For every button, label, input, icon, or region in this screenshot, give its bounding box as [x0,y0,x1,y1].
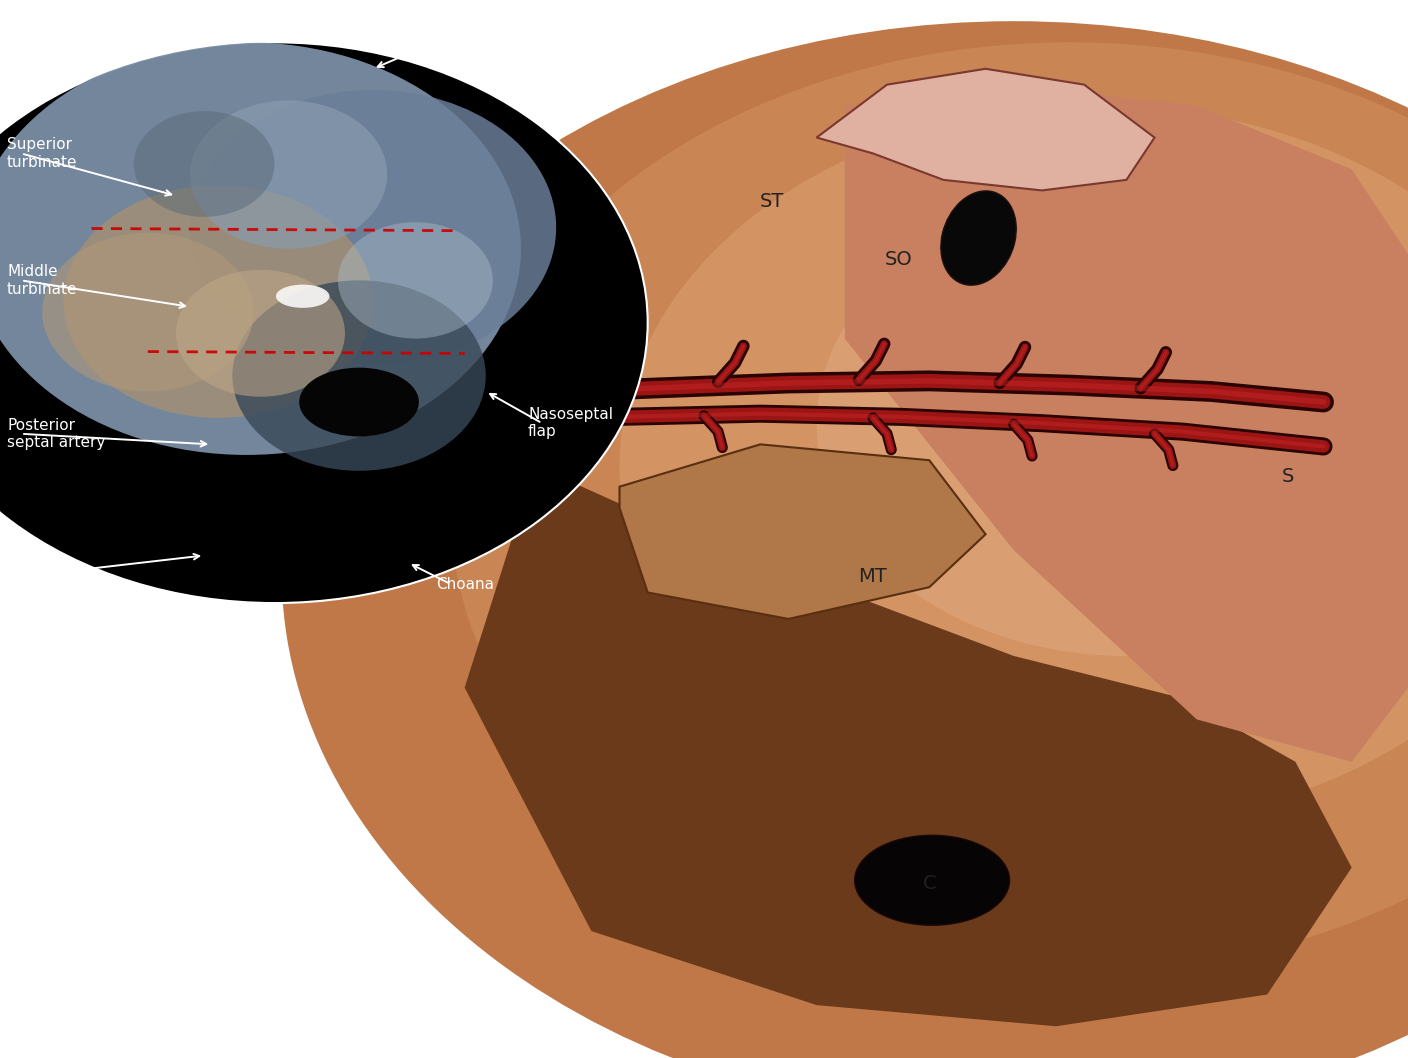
Circle shape [0,42,521,455]
Circle shape [817,190,1408,656]
Text: Inferior
turbinate: Inferior turbinate [7,561,77,592]
Text: Superior
turbinate: Superior turbinate [7,138,77,169]
Circle shape [42,233,253,391]
Circle shape [620,106,1408,825]
Polygon shape [620,444,986,619]
Circle shape [0,42,648,603]
Polygon shape [845,85,1408,762]
Circle shape [134,111,275,217]
Text: Sphenoid sinus ostium: Sphenoid sinus ostium [400,19,572,34]
Ellipse shape [941,190,1017,286]
Circle shape [176,270,345,397]
Circle shape [451,42,1408,973]
Text: S: S [1283,467,1294,486]
Circle shape [190,101,387,249]
Text: Choana: Choana [436,577,494,591]
Ellipse shape [300,367,420,436]
Text: C: C [922,874,936,893]
Text: Posterior
septal artery: Posterior septal artery [7,418,106,450]
Circle shape [338,222,493,339]
Polygon shape [465,466,1352,1026]
Circle shape [232,280,486,471]
Polygon shape [817,69,1155,190]
Ellipse shape [855,836,1010,925]
Circle shape [282,21,1408,1058]
Circle shape [63,185,373,418]
Text: MT: MT [859,567,887,586]
Text: Middle
turbinate: Middle turbinate [7,264,77,296]
Text: ST: ST [759,191,784,211]
Text: SO: SO [884,250,912,269]
Circle shape [190,90,556,365]
Text: Nasoseptal
flap: Nasoseptal flap [528,407,612,439]
Ellipse shape [276,285,329,308]
